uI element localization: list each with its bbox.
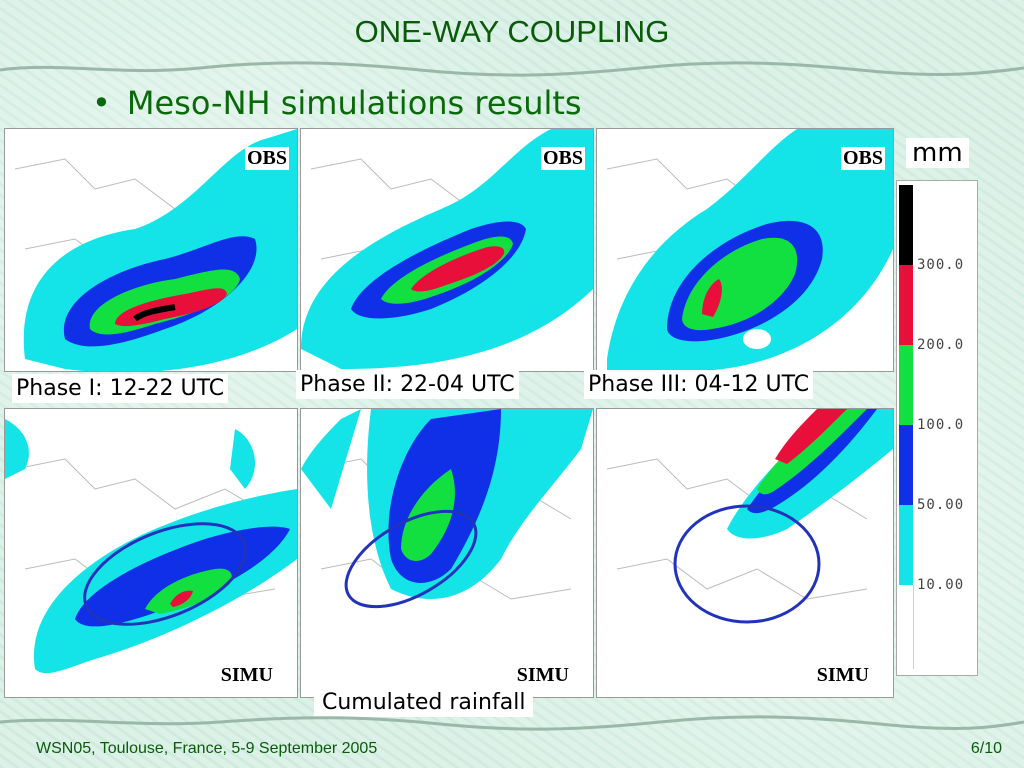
phase-2-label: Phase II: 22-04 UTC <box>296 370 519 399</box>
simu-label: SIMU <box>814 664 871 687</box>
footer-conference: WSN05, Toulouse, France, 5-9 September 2… <box>36 740 378 757</box>
scale-segment-green <box>899 345 913 425</box>
obs-label: OBS <box>540 147 585 170</box>
bottom-wave-divider <box>0 715 1024 731</box>
slide-title: ONE-WAY COUPLING <box>354 14 670 49</box>
obs-label: OBS <box>840 147 885 170</box>
phase-3-label: Phase III: 04-12 UTC <box>584 370 814 399</box>
obs-map-phase-2-image <box>301 129 593 369</box>
scale-segment-black <box>899 185 913 265</box>
bullet-text: Meso-NH simulations results <box>126 84 582 122</box>
obs-map-phase-3: OBS <box>596 128 894 372</box>
scale-tick-100: 100.0 <box>917 417 965 433</box>
obs-map-phase-2: OBS <box>300 128 594 372</box>
simu-map-phase-1-image <box>5 419 297 674</box>
simu-map-phase-2-image <box>301 409 593 609</box>
scale-tick-10: 10.00 <box>917 577 965 593</box>
scale-tick-300: 300.0 <box>917 257 965 273</box>
color-scale-legend: 300.0 200.0 100.0 50.00 10.00 <box>896 180 978 676</box>
scale-segment-blue <box>899 425 913 505</box>
simu-map-phase-3: SIMU <box>596 408 894 698</box>
obs-label: OBS <box>244 147 289 170</box>
obs-map-phase-1-image <box>14 129 297 371</box>
scale-segment-white <box>899 585 914 669</box>
bullet-point: • Meso-NH simulations results <box>92 84 582 122</box>
simu-map-phase-2: SIMU <box>300 408 594 698</box>
obs-map-phase-1: OBS <box>4 128 298 372</box>
caption-cumulated-rainfall: Cumulated rainfall <box>314 688 534 717</box>
scale-tick-200: 200.0 <box>917 337 965 353</box>
scale-tick-50: 50.00 <box>917 497 965 513</box>
top-wave-divider <box>0 61 1024 77</box>
scale-segment-cyan <box>899 505 913 585</box>
simu-label: SIMU <box>218 664 275 687</box>
obs-map-phase-3-image <box>606 129 893 371</box>
simu-map-phase-3-image <box>606 409 893 624</box>
phase-1-label: Phase I: 12-22 UTC <box>12 374 229 403</box>
unit-label: mm <box>906 138 969 168</box>
simu-map-phase-1: SIMU <box>4 408 298 698</box>
simu-label: SIMU <box>514 664 571 687</box>
scale-segment-red <box>899 265 913 345</box>
footer-page-number: 6/10 <box>970 740 1002 757</box>
